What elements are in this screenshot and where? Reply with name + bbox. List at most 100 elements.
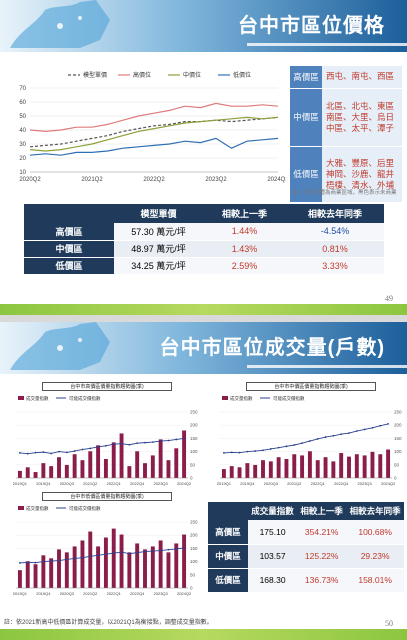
- volume-bar: [362, 455, 367, 478]
- price-index-point: [19, 562, 21, 564]
- x-tick-label: 2019Q4: [240, 481, 255, 486]
- price-index-point: [175, 548, 178, 550]
- volume-bar: [182, 534, 187, 588]
- table-row: 高價區 175.10 354.21% 100.68%: [208, 520, 404, 545]
- price-index-point: [262, 449, 264, 452]
- x-tick-label: 2024Q2: [381, 481, 396, 486]
- price-index-point: [105, 553, 107, 556]
- volume-bar: [49, 558, 54, 588]
- volume-bar: [41, 555, 46, 588]
- zone-label-high: 高價區: [290, 66, 322, 89]
- volume-bar: [41, 463, 46, 478]
- price-index-point: [371, 426, 374, 429]
- zone-label-low: 低價區: [290, 146, 322, 203]
- volume-bar: [158, 540, 163, 588]
- volume-bar: [150, 455, 155, 478]
- price-index-point: [58, 450, 60, 453]
- y-tick-label: 150: [190, 546, 198, 551]
- price-index-point: [65, 451, 68, 454]
- price-index-point: [97, 554, 99, 557]
- legend-label: 可能成交價指數: [69, 505, 101, 512]
- volume-bar: [127, 466, 132, 478]
- price-index-point: [128, 443, 131, 446]
- volume-bar: [174, 448, 179, 478]
- legend-label: 模型單價: [83, 71, 107, 79]
- series-line: [29, 137, 279, 156]
- volume-bar: [64, 464, 69, 478]
- y-tick-label: 50: [190, 572, 196, 577]
- volume-bar: [57, 549, 61, 588]
- y-tick-label: 50: [394, 462, 400, 467]
- x-tick-label: 2019Q4: [36, 481, 51, 486]
- price-index-point: [151, 550, 154, 552]
- table-row: 中價區 48.97 萬元/坪 1.43% 0.81%: [24, 240, 384, 258]
- x-tick-label: 2022Q4: [130, 481, 145, 486]
- page-number: 49: [385, 294, 393, 303]
- volume-bar: [378, 454, 383, 478]
- y-tick-label: 0: [190, 586, 193, 591]
- page-title: 台中市區位價格: [238, 15, 385, 37]
- price-index-point: [246, 450, 249, 453]
- volume-bar: [25, 467, 30, 478]
- volume-price-chart-high: 成交量指數 可能成交價指數 0 50 100 150 200 250 2019Q1 2019Q4 2…: [13, 395, 198, 486]
- volume-bar: [245, 463, 250, 478]
- volume-bar: [354, 454, 359, 478]
- x-tick-label: 2024Q2: [267, 177, 286, 183]
- y-tick-label: 250: [190, 520, 198, 525]
- y-tick-label: 200: [190, 423, 198, 428]
- volume-price-chart-low: 成交量指數 可能成交價指數 0 50 100 150 200 250 2019Q1 2019Q4 2…: [13, 505, 198, 596]
- volume-bar: [331, 461, 336, 478]
- table-header-index: 成交量指數: [248, 502, 298, 520]
- banner-stripe: [247, 365, 407, 368]
- volume-bar: [229, 466, 234, 478]
- price-index-line: [19, 547, 185, 564]
- volume-bar: [80, 540, 85, 588]
- price-index-point: [159, 440, 162, 442]
- volume-bar: [174, 543, 179, 588]
- price-index-point: [309, 440, 311, 442]
- price-index-point: [230, 451, 233, 454]
- price-line-chart: 10 20 30 40 50 60 70 2020Q2 2021Q2 2022Q2 2023Q2 20…: [19, 71, 286, 183]
- y-tick-label: 200: [190, 533, 198, 538]
- mini-chart-title: 台中市低價區價量指數趨勢圖(季): [42, 492, 172, 501]
- x-tick-label: 2024Q2: [177, 481, 192, 486]
- volume-bar: [88, 531, 93, 588]
- x-tick-label: 2020Q2: [19, 177, 41, 183]
- volume-bar: [17, 470, 22, 478]
- volume-bar: [284, 458, 289, 478]
- y-tick-label: 20: [19, 156, 26, 162]
- volume-bar: [33, 472, 38, 478]
- slide-49: 台中市區位價格 10 20 30 40 50 60 70 2020Q2 2021Q2 2022Q2…: [0, 0, 407, 315]
- x-tick-label: 2023Q3: [154, 481, 169, 486]
- series-line: [29, 116, 279, 148]
- price-index-point: [120, 442, 123, 445]
- volume-bar: [111, 442, 116, 478]
- price-index-point: [175, 438, 178, 441]
- y-tick-label: 30: [19, 142, 26, 148]
- volume-bar: [57, 457, 61, 478]
- volume-bar: [135, 543, 140, 588]
- x-tick-label: 2019Q1: [13, 481, 28, 486]
- volume-bar: [49, 466, 54, 478]
- x-tick-label: 2022Q1: [311, 481, 326, 486]
- volume-bar: [339, 453, 344, 478]
- price-index-point: [379, 424, 382, 427]
- volume-bar: [111, 528, 116, 588]
- y-tick-label: 200: [394, 423, 402, 428]
- table-header-qoq: 相較上一季: [297, 502, 347, 520]
- x-tick-label: 2019Q1: [217, 481, 232, 486]
- y-tick-label: 150: [190, 436, 198, 441]
- taiwan-map-decoration: [10, 0, 110, 48]
- volume-bar: [80, 460, 85, 478]
- price-index-point: [81, 448, 84, 451]
- mini-chart-title: 台中市高價區價量指數趨勢圖(季): [42, 382, 172, 391]
- volume-bar: [221, 469, 226, 478]
- table-header-blank: [208, 502, 248, 520]
- price-index-point: [293, 444, 296, 446]
- legend-label: 可能成交價指數: [69, 395, 101, 402]
- volume-bar: [386, 449, 391, 478]
- volume-bar: [307, 451, 312, 478]
- price-index-point: [285, 445, 288, 448]
- y-tick-label: 40: [19, 128, 26, 134]
- mini-chart-high: 台中市高價區價量指數趨勢圖(季) 成交量指數 可能成交價指數 0 50 100 150 20…: [2, 378, 202, 490]
